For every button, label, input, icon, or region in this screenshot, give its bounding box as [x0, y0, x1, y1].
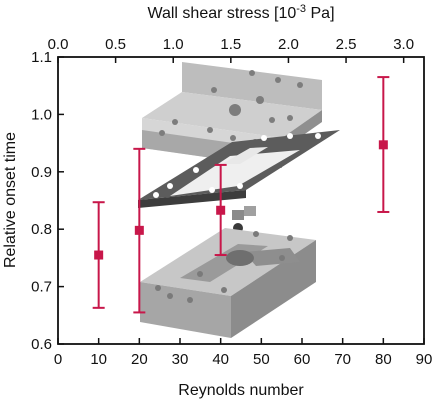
x-tick-label: 10 [90, 351, 107, 368]
data-point [94, 250, 104, 260]
device-top-plate [142, 62, 322, 168]
x2-tick-label: 1.5 [220, 36, 241, 53]
y-tick-label: 1.0 [31, 106, 52, 123]
axis-tick-labels: 0 10 20 30 40 50 60 70 80 90 0.0 0.5 1.0 1.5 2.0 2.5 3.0… [31, 36, 432, 368]
device-base-plate [140, 228, 316, 338]
x2-tick-label: 0.0 [48, 36, 69, 53]
x-tick-label: 20 [131, 351, 148, 368]
device-illustration [138, 62, 340, 338]
x-tick-label: 90 [416, 351, 433, 368]
data-markers [94, 140, 388, 260]
y-tick-label: 0.8 [31, 221, 52, 238]
x-tick-label: 30 [172, 351, 189, 368]
x-tick-label: 40 [212, 351, 229, 368]
plot-frame [57, 56, 425, 345]
x2-tick-label: 2.5 [336, 36, 357, 53]
data-point [134, 225, 144, 235]
device-gasket [138, 130, 340, 208]
y-tick-label: 0.7 [31, 279, 52, 296]
x2-tick-label: 0.5 [105, 36, 126, 53]
x-tick-label: 80 [375, 351, 392, 368]
x-tick-label: 70 [334, 351, 351, 368]
data-point [216, 205, 226, 215]
y-tick-label: 1.1 [31, 49, 52, 66]
y-axis-title: Relative onset time [2, 132, 19, 268]
x2-tick-label: 2.0 [278, 36, 299, 53]
axis-ticks [57, 56, 425, 345]
x2-tick-label: 1.0 [163, 36, 184, 53]
y-tick-label: 0.9 [31, 164, 52, 181]
x2-axis-title: Wall shear stress [10-3 Pa] [147, 3, 334, 22]
x-axis-title: Reynolds number [178, 382, 304, 399]
error-bars [92, 76, 390, 314]
x-tick-label: 60 [294, 351, 311, 368]
x2-tick-label: 3.0 [393, 36, 414, 53]
x-tick-label: 0 [54, 351, 62, 368]
y-tick-label: 0.6 [31, 336, 52, 353]
data-point [378, 140, 388, 150]
x-tick-label: 50 [253, 351, 270, 368]
